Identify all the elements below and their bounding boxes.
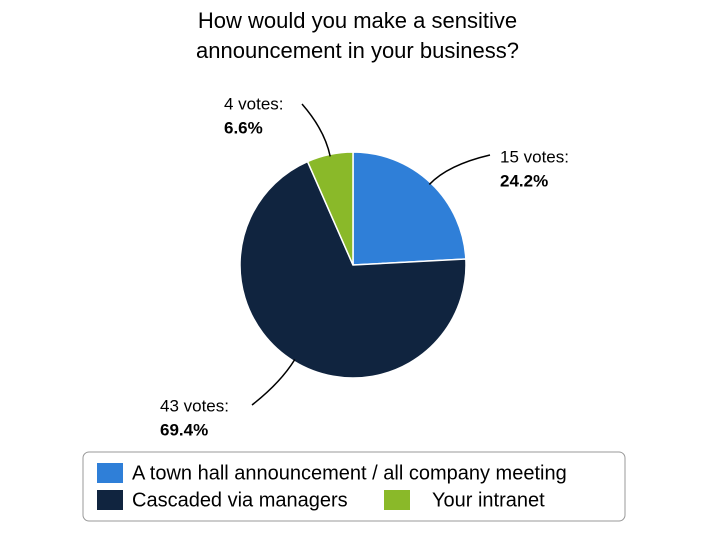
legend-swatch [97, 490, 123, 510]
count-label: 15 votes: [500, 147, 569, 166]
legend-label: Your intranet [432, 489, 545, 511]
count-label: 43 votes: [160, 396, 229, 415]
legend-swatch [384, 490, 410, 510]
pie-slice [352, 151, 467, 266]
leader-line [428, 154, 491, 185]
count-label: 4 votes: [224, 94, 284, 113]
legend-label: Cascaded via managers [132, 489, 348, 511]
value-label: 6.6% [224, 118, 263, 137]
title-wrap: How would you make a sensitive announcem… [0, 6, 715, 66]
value-label: 24.2% [500, 171, 548, 190]
leader-line [251, 359, 296, 406]
legend-label: A town hall announcement / all company m… [132, 462, 567, 484]
leader-line [301, 103, 331, 157]
legend-box [82, 451, 626, 522]
value-label: 69.4% [160, 420, 208, 439]
legend-swatch [97, 463, 123, 483]
chart-title: How would you make a sensitive announcem… [196, 8, 519, 63]
